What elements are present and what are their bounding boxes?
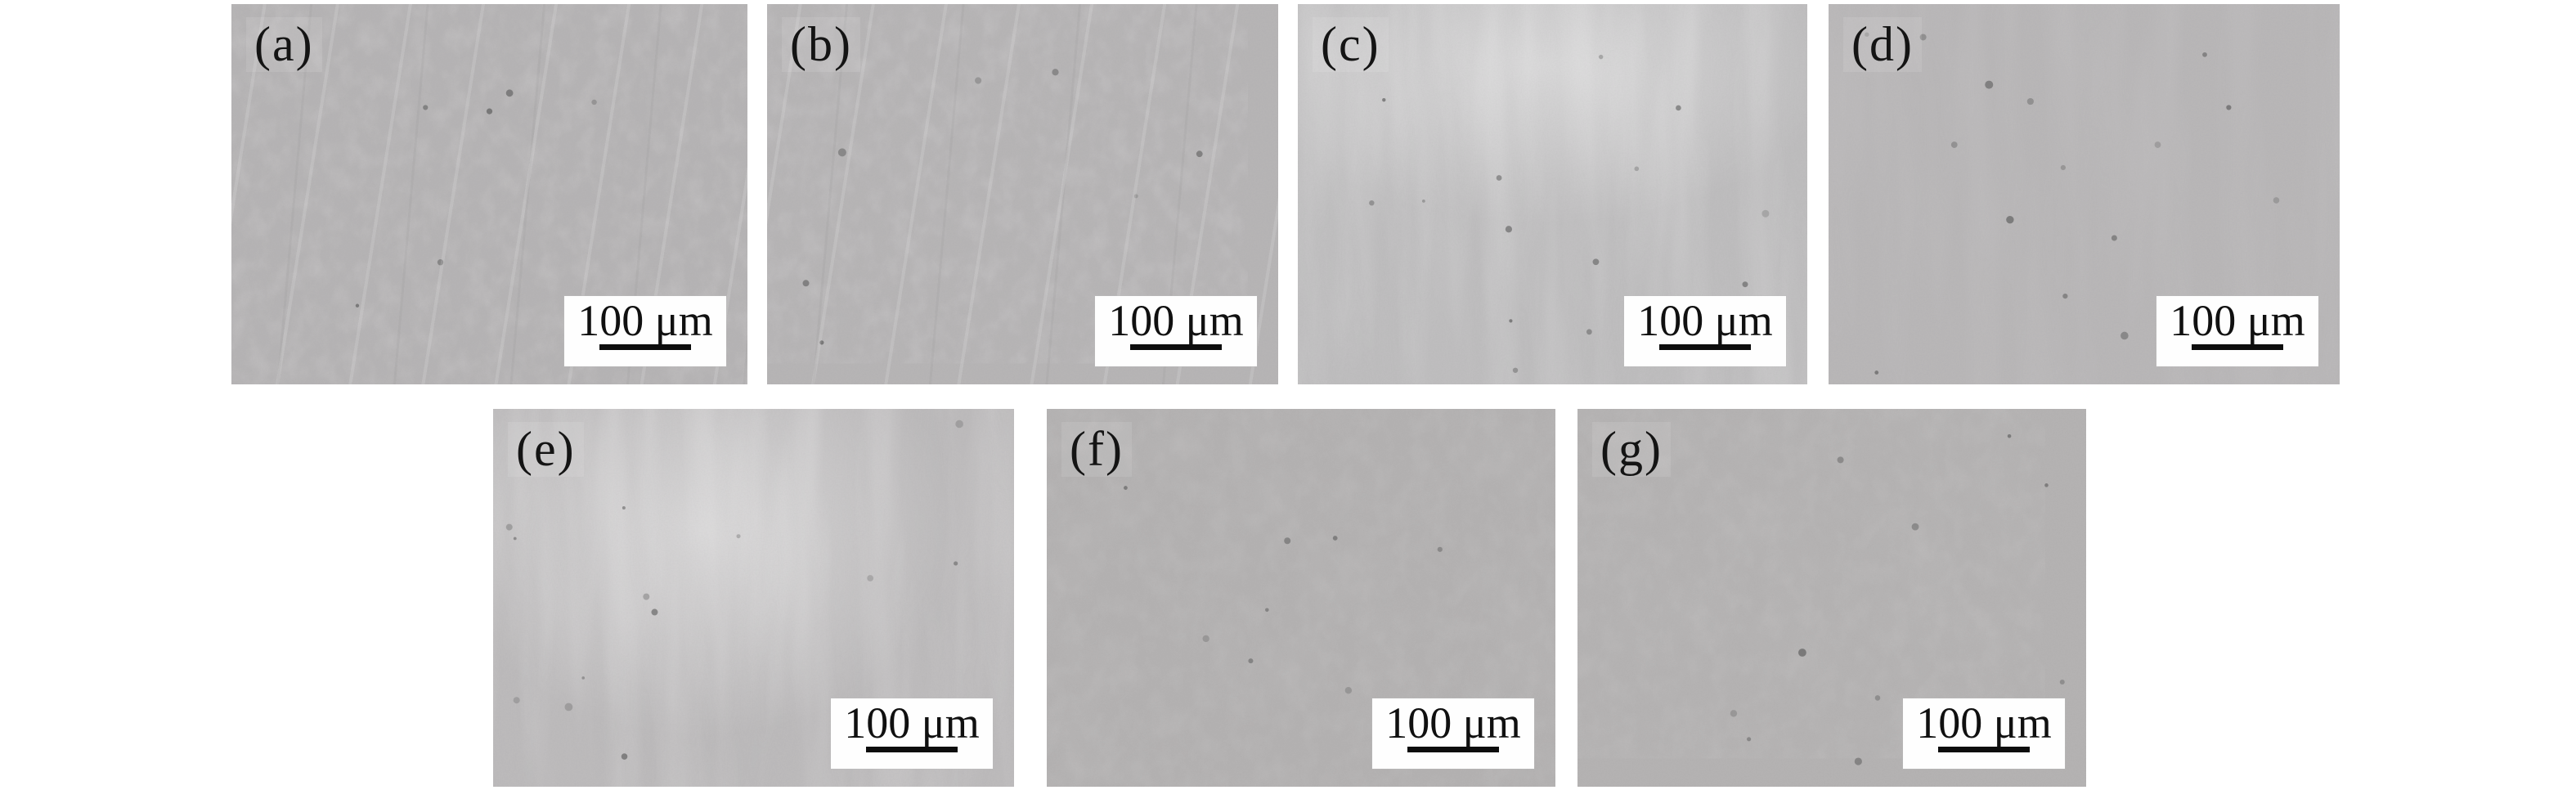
scale-bar-line-g [1938, 747, 2030, 753]
micrograph-panel-d: (d) 100 μm [1829, 4, 2340, 384]
scale-box-b: 100 μm [1095, 296, 1257, 366]
scale-label-f: 100 μm [1385, 698, 1521, 747]
scale-label-g: 100 μm [1916, 698, 2052, 747]
scale-bar-line-f [1407, 747, 1499, 753]
scale-box-e: 100 μm [831, 698, 993, 769]
scale-bar-line-b [1130, 344, 1222, 351]
panel-label-b: (b) [782, 17, 860, 72]
panel-label-g: (g) [1592, 422, 1671, 477]
scale-box-c: 100 μm [1624, 296, 1786, 366]
scale-label-d: 100 μm [2170, 296, 2305, 345]
panel-label-a: (a) [246, 17, 322, 72]
panel-label-e: (e) [508, 422, 584, 477]
scale-box-f: 100 μm [1372, 698, 1534, 769]
micrograph-panel-a: (a) 100 μm [231, 4, 747, 384]
micrograph-panel-e: (e) 100 μm [493, 409, 1014, 787]
micrograph-panel-f: (f) 100 μm [1047, 409, 1555, 787]
scale-bar-line-d [2192, 344, 2283, 351]
micrograph-image-g [1577, 409, 2086, 787]
scale-box-d: 100 μm [2156, 296, 2318, 366]
scale-bar-line-e [866, 747, 958, 753]
micrograph-panel-c: (c) 100 μm [1298, 4, 1807, 384]
scale-box-g: 100 μm [1903, 698, 2065, 769]
scale-label-e: 100 μm [844, 698, 980, 747]
scale-label-b: 100 μm [1108, 296, 1244, 345]
micrograph-image-f [1047, 409, 1555, 787]
scale-label-a: 100 μm [577, 296, 713, 345]
micrograph-image-a [231, 4, 747, 384]
panel-label-c: (c) [1313, 17, 1389, 72]
micrograph-panel-b: (b) 100 μm [767, 4, 1278, 384]
micrograph-image-b [767, 4, 1278, 384]
panel-label-d: (d) [1843, 17, 1922, 72]
panel-label-f: (f) [1061, 422, 1132, 477]
micrograph-panel-g: (g) 100 μm [1577, 409, 2086, 787]
scale-label-c: 100 μm [1637, 296, 1773, 345]
scale-box-a: 100 μm [564, 296, 726, 366]
scale-bar-line-c [1659, 344, 1751, 351]
scale-bar-line-a [599, 344, 691, 351]
